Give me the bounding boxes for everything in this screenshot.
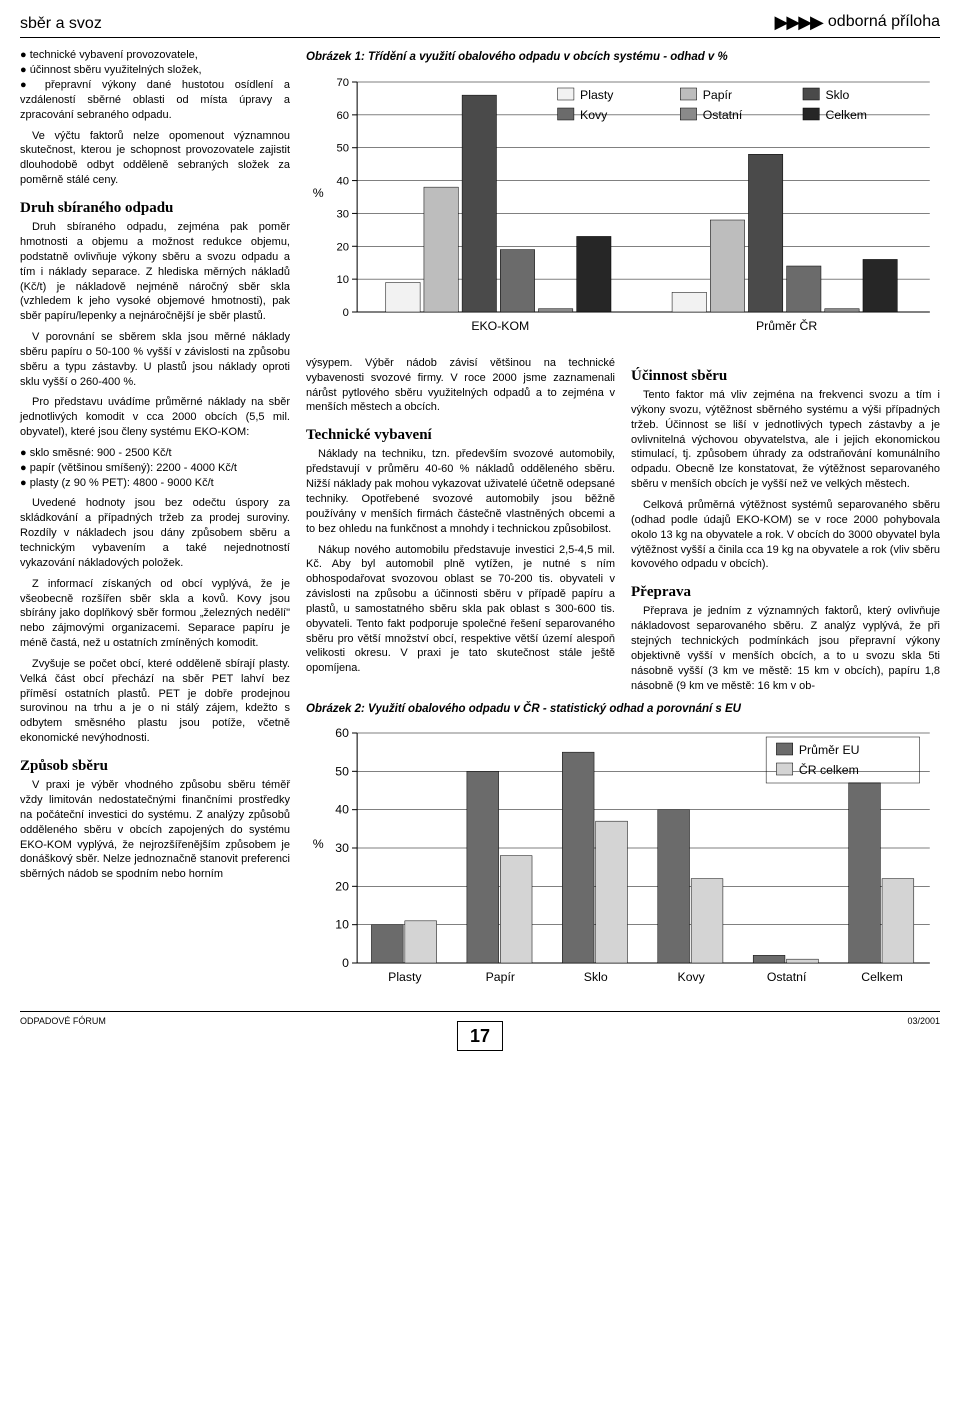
right-column: Účinnost sběru Tento faktor má vliv zejm… bbox=[631, 356, 940, 700]
svg-text:50: 50 bbox=[335, 764, 349, 778]
svg-text:Plasty: Plasty bbox=[580, 88, 614, 102]
svg-text:Papír: Papír bbox=[703, 88, 732, 102]
svg-text:70: 70 bbox=[336, 77, 348, 89]
fig1-title: Obrázek 1: Třídění a využití obalového o… bbox=[306, 50, 940, 66]
svg-text:50: 50 bbox=[336, 143, 348, 155]
svg-text:Ostatní: Ostatní bbox=[767, 970, 807, 984]
svg-text:Celkem: Celkem bbox=[825, 108, 867, 122]
svg-text:10: 10 bbox=[335, 918, 349, 932]
para: Pro představu uvádíme průměrné náklady n… bbox=[20, 395, 290, 440]
para: V praxi je výběr vhodného způsobu sběru … bbox=[20, 778, 290, 882]
svg-text:40: 40 bbox=[336, 175, 348, 187]
svg-text:Průměr EU: Průměr EU bbox=[799, 743, 860, 757]
para: Z informací získaných od obcí vyplývá, ž… bbox=[20, 577, 290, 651]
para: Ve výčtu faktorů nelze opomenout významn… bbox=[20, 129, 290, 188]
bullet: účinnost sběru využitelných složek, bbox=[20, 63, 290, 78]
svg-text:30: 30 bbox=[335, 841, 349, 855]
svg-text:ČR celkem: ČR celkem bbox=[799, 762, 859, 777]
para: Celková průměrná výtěžnost systémů separ… bbox=[631, 498, 940, 572]
bullets-top: technické vybavení provozovatele, účinno… bbox=[20, 48, 290, 122]
para: Tento faktor má vliv zejména na frekvenc… bbox=[631, 388, 940, 492]
bullet: sklo směsné: 900 - 2500 Kč/t bbox=[20, 446, 290, 461]
svg-text:10: 10 bbox=[336, 274, 348, 286]
header-right: odborná příloha bbox=[828, 11, 940, 33]
heading-preprava: Přeprava bbox=[631, 582, 940, 602]
footer-left: ODPADOVÉ FÓRUM bbox=[20, 1015, 106, 1051]
para: výsypem. Výběr nádob závisí většinou na … bbox=[306, 356, 615, 415]
heading-zpusob: Způsob sběru bbox=[20, 756, 290, 776]
right-block: Obrázek 1: Třídění a využití obalového o… bbox=[306, 48, 940, 993]
svg-text:60: 60 bbox=[336, 110, 348, 122]
svg-text:20: 20 bbox=[335, 879, 349, 893]
svg-text:Průměr ČR: Průměr ČR bbox=[756, 318, 818, 333]
svg-text:Sklo: Sklo bbox=[584, 970, 608, 984]
para: Náklady na techniku, tzn. především svoz… bbox=[306, 447, 615, 536]
left-column: technické vybavení provozovatele, účinno… bbox=[20, 48, 290, 993]
para: Přeprava je jedním z významných faktorů,… bbox=[631, 604, 940, 693]
svg-text:%: % bbox=[313, 186, 324, 200]
para: Nákup nového automobilu představuje inve… bbox=[306, 543, 615, 677]
page-header: sběr a svoz ▶▶▶▶ odborná příloha bbox=[20, 10, 940, 38]
bullet: přepravní výkony dané hustotou osídlení … bbox=[20, 78, 290, 123]
mid-column: výsypem. Výběr nádob závisí většinou na … bbox=[306, 356, 615, 700]
fig2-chart: 0 10 20 30 40 50 60% Plasty Papír Sklo Kovy Ostatní… bbox=[306, 723, 940, 993]
page-number: 17 bbox=[457, 1021, 503, 1051]
bullets-mid: sklo směsné: 900 - 2500 Kč/t papír (větš… bbox=[20, 446, 290, 491]
arrows-icon: ▶▶▶▶ bbox=[775, 10, 822, 34]
bullet: technické vybavení provozovatele, bbox=[20, 48, 290, 63]
svg-text:Sklo: Sklo bbox=[825, 88, 849, 102]
page-footer: ODPADOVÉ FÓRUM 03/2001 17 bbox=[20, 1011, 940, 1051]
heading-ucinnost: Účinnost sběru bbox=[631, 366, 940, 386]
bullet: plasty (z 90 % PET): 4800 - 9000 Kč/t bbox=[20, 476, 290, 491]
para: V porovnání se sběrem skla jsou měrné ná… bbox=[20, 330, 290, 389]
fig2-title: Obrázek 2: Využití obalového odpadu v ČR… bbox=[306, 702, 940, 718]
header-right-wrap: ▶▶▶▶ odborná příloha bbox=[775, 10, 940, 34]
svg-text:40: 40 bbox=[335, 803, 349, 817]
svg-text:60: 60 bbox=[335, 726, 349, 740]
para: Zvyšuje se počet obcí, které odděleně sb… bbox=[20, 657, 290, 746]
para: Druh sbíraného odpadu, zejména pak poměr… bbox=[20, 220, 290, 324]
bullet: papír (většinou smíšený): 2200 - 4000 Kč… bbox=[20, 461, 290, 476]
svg-text:Ostatní: Ostatní bbox=[703, 108, 743, 122]
svg-text:0: 0 bbox=[343, 307, 349, 319]
svg-text:Kovy: Kovy bbox=[678, 970, 706, 984]
fig1-chart: 0 10 20 30 40 50 60 70% EKO-KOM Průměr ČR Plasty Ko… bbox=[306, 72, 940, 342]
svg-text:Kovy: Kovy bbox=[580, 108, 608, 122]
svg-text:EKO-KOM: EKO-KOM bbox=[471, 319, 529, 333]
svg-text:%: % bbox=[313, 837, 324, 851]
footer-right: 03/2001 bbox=[907, 1015, 940, 1051]
svg-text:0: 0 bbox=[342, 956, 349, 970]
svg-text:20: 20 bbox=[336, 241, 348, 253]
svg-text:30: 30 bbox=[336, 208, 348, 220]
para: Uvedené hodnoty jsou bez odečtu úspory z… bbox=[20, 496, 290, 570]
heading-technicke: Technické vybavení bbox=[306, 425, 615, 445]
heading-druh: Druh sbíraného odpadu bbox=[20, 198, 290, 218]
svg-text:Celkem: Celkem bbox=[861, 970, 903, 984]
header-left: sběr a svoz bbox=[20, 13, 102, 35]
svg-text:Plasty: Plasty bbox=[388, 970, 422, 984]
svg-text:Papír: Papír bbox=[486, 970, 515, 984]
